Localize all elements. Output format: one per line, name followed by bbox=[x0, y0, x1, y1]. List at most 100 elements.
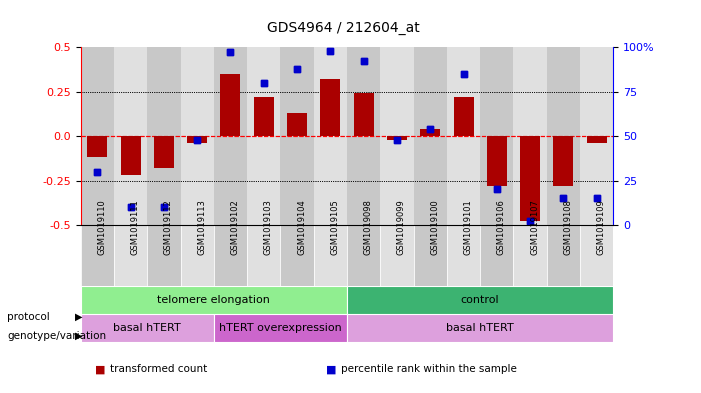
Bar bbox=[381, 225, 414, 286]
Bar bbox=[480, 47, 513, 225]
Bar bbox=[221, 74, 240, 136]
Point bbox=[258, 80, 269, 86]
Bar bbox=[547, 47, 580, 225]
Text: GSM1019100: GSM1019100 bbox=[430, 199, 440, 255]
Text: GSM1019108: GSM1019108 bbox=[564, 199, 573, 255]
Bar bbox=[347, 47, 381, 225]
Text: protocol: protocol bbox=[7, 312, 50, 322]
Bar bbox=[280, 225, 314, 286]
Bar bbox=[81, 286, 347, 314]
Point bbox=[358, 58, 369, 64]
Bar bbox=[347, 314, 613, 342]
Point bbox=[425, 126, 436, 132]
Bar bbox=[187, 136, 207, 143]
Point bbox=[391, 136, 402, 143]
Bar bbox=[514, 225, 547, 286]
Bar bbox=[247, 225, 280, 286]
Point bbox=[191, 136, 203, 143]
Bar bbox=[181, 225, 214, 286]
Point bbox=[125, 204, 136, 210]
Text: GSM1019109: GSM1019109 bbox=[597, 199, 606, 255]
Point bbox=[591, 195, 602, 202]
Point bbox=[191, 136, 203, 143]
Point bbox=[125, 204, 136, 210]
Bar bbox=[580, 47, 613, 225]
Bar bbox=[454, 97, 474, 136]
Bar bbox=[254, 97, 273, 136]
Text: telomere elongation: telomere elongation bbox=[157, 295, 271, 305]
Bar bbox=[280, 47, 314, 225]
Bar bbox=[320, 79, 341, 136]
Bar bbox=[387, 136, 407, 140]
Bar bbox=[147, 225, 181, 286]
Text: basal hTERT: basal hTERT bbox=[114, 323, 181, 333]
Point bbox=[458, 71, 469, 77]
Text: ■: ■ bbox=[95, 364, 105, 375]
Text: GSM1019103: GSM1019103 bbox=[264, 199, 273, 255]
Point bbox=[524, 219, 536, 225]
Text: ■: ■ bbox=[326, 364, 336, 375]
Text: control: control bbox=[461, 295, 500, 305]
Bar bbox=[514, 47, 547, 225]
Point bbox=[158, 204, 170, 210]
Bar bbox=[580, 225, 613, 286]
Bar bbox=[347, 225, 381, 286]
Bar bbox=[480, 225, 513, 286]
Bar bbox=[181, 47, 214, 225]
Bar bbox=[587, 136, 606, 143]
Text: GSM1019102: GSM1019102 bbox=[231, 199, 240, 255]
Text: GSM1019112: GSM1019112 bbox=[164, 199, 173, 255]
Point bbox=[591, 195, 602, 202]
Bar bbox=[88, 136, 107, 158]
Text: genotype/variation: genotype/variation bbox=[7, 331, 106, 341]
Bar bbox=[114, 225, 147, 286]
Point bbox=[292, 65, 303, 72]
Bar bbox=[187, 136, 207, 143]
Bar bbox=[287, 113, 307, 136]
Bar bbox=[486, 136, 507, 186]
Bar bbox=[587, 136, 606, 143]
Text: GSM1019099: GSM1019099 bbox=[397, 199, 406, 255]
Bar bbox=[454, 97, 474, 136]
Bar bbox=[154, 136, 174, 168]
Point bbox=[158, 204, 170, 210]
Point bbox=[558, 195, 569, 202]
Point bbox=[258, 80, 269, 86]
Bar bbox=[421, 129, 440, 136]
Text: GSM1019105: GSM1019105 bbox=[330, 199, 339, 255]
Bar bbox=[314, 225, 347, 286]
Bar bbox=[387, 136, 407, 140]
Bar bbox=[247, 47, 280, 225]
Bar bbox=[320, 79, 341, 136]
Bar bbox=[381, 47, 414, 225]
Bar bbox=[547, 225, 580, 286]
Bar bbox=[154, 136, 174, 168]
Bar bbox=[214, 225, 247, 286]
Bar bbox=[81, 47, 114, 225]
Bar bbox=[287, 113, 307, 136]
Bar bbox=[414, 225, 447, 286]
Bar bbox=[520, 136, 540, 222]
Text: GSM1019106: GSM1019106 bbox=[497, 199, 506, 255]
Text: transformed count: transformed count bbox=[110, 364, 207, 375]
Text: basal hTERT: basal hTERT bbox=[447, 323, 514, 333]
Text: GSM1019101: GSM1019101 bbox=[463, 199, 472, 255]
Point bbox=[325, 48, 336, 54]
Text: ▶: ▶ bbox=[75, 312, 83, 322]
Bar bbox=[447, 47, 480, 225]
Point bbox=[558, 195, 569, 202]
Text: GDS4964 / 212604_at: GDS4964 / 212604_at bbox=[267, 21, 420, 35]
Bar bbox=[147, 47, 181, 225]
Bar bbox=[88, 136, 107, 158]
Bar bbox=[354, 94, 374, 136]
Point bbox=[225, 50, 236, 56]
Point bbox=[524, 219, 536, 225]
Bar bbox=[121, 136, 140, 175]
Point bbox=[425, 126, 436, 132]
Point bbox=[325, 48, 336, 54]
Bar bbox=[214, 47, 247, 225]
Text: ▶: ▶ bbox=[75, 331, 83, 341]
Bar bbox=[520, 136, 540, 222]
Point bbox=[391, 136, 402, 143]
Bar bbox=[81, 314, 214, 342]
